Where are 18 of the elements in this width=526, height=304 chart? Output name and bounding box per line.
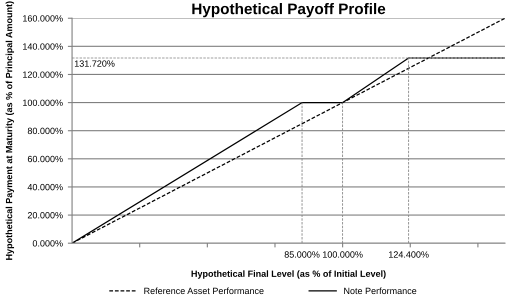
y-tick-label: 120.000% (23, 71, 63, 78)
legend-label: Reference Asset Performance (144, 287, 264, 294)
x-axis-title: Hypothetical Final Level (as % of Initial Level) (192, 270, 386, 279)
legend-label: Note Performance (344, 287, 416, 294)
ref-line-label: 85.000% (284, 251, 320, 258)
chart-title: Hypothetical Payoff Profile (192, 3, 386, 18)
ref-line-label: 100.000% (322, 251, 363, 258)
y-tick-label: 160.000% (23, 15, 63, 22)
y-tick-label: 40.000% (28, 184, 63, 190)
ref-line-label: 124.400% (389, 251, 429, 258)
y-tick-label: 100.000% (23, 100, 63, 106)
y-tick-label: 80.000% (28, 128, 63, 134)
y-tick-label: 20.000% (28, 212, 63, 218)
y-tick-label: 60.000% (28, 156, 63, 162)
ref-line-label: 131.720% (74, 60, 115, 67)
y-tick-label: 140.000% (23, 43, 63, 50)
y-axis-title: Hypothetical Payment at Maturity (as % of Principal Amount) (6, 1, 14, 260)
y-tick-label: 0.000% (32, 240, 63, 247)
